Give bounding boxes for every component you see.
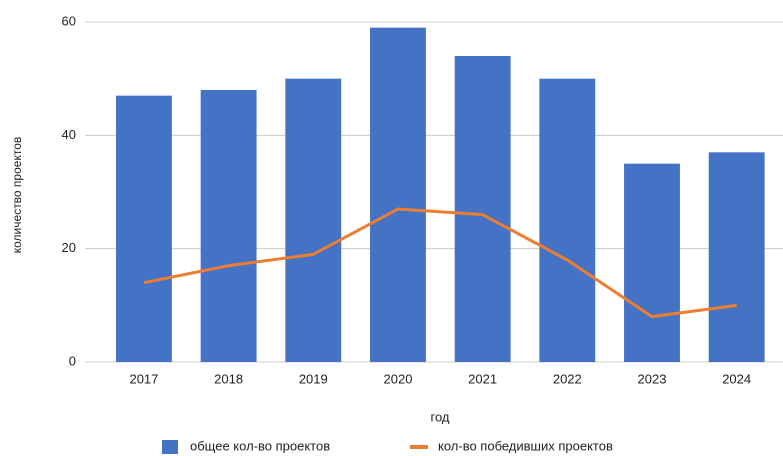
bar — [285, 78, 342, 363]
x-tick-label: 2024 — [722, 371, 751, 386]
bar — [454, 56, 511, 362]
bar — [624, 163, 680, 362]
legend-label: кол-во победивших проектов — [438, 438, 613, 453]
x-tick-label: 2017 — [129, 371, 158, 386]
legend-label: общее кол-во проектов — [190, 438, 330, 453]
y-tick-label: 0 — [69, 353, 76, 368]
y-tick-label: 20 — [62, 240, 76, 255]
bar — [370, 27, 426, 363]
y-tick-label: 40 — [62, 127, 76, 142]
line — [143, 207, 737, 319]
bar — [539, 78, 596, 363]
x-tick-label: 2019 — [299, 371, 328, 386]
x-tick-label: 2020 — [384, 371, 413, 386]
y-axis-label: количество проектов — [10, 137, 24, 253]
x-tick-label: 2023 — [638, 371, 667, 386]
x-axis-label: год — [431, 409, 450, 424]
x-tick-label: 2021 — [468, 371, 497, 386]
y-tick-label: 60 — [62, 13, 76, 28]
bar — [115, 95, 172, 363]
x-tick-label: 2022 — [553, 371, 582, 386]
bar — [200, 90, 257, 362]
bar — [708, 152, 765, 362]
x-tick-label: 2018 — [214, 371, 243, 386]
legend-swatch — [162, 440, 178, 454]
